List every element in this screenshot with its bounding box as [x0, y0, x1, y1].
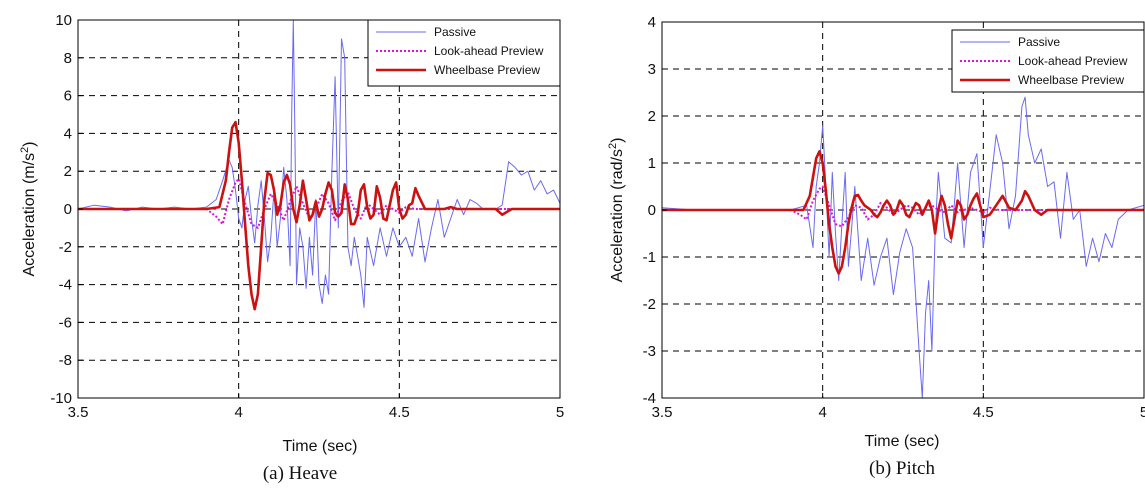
pitch-y-tick-label: 4: [648, 14, 656, 31]
heave-plot-frame: [77, 19, 561, 399]
heave-y-tick-label: -6: [59, 314, 72, 331]
heave-tick-labels: 3.5 4 4.5 5 -10 -8 -6 -4 -2 0 2 4 6 8 10: [50, 12, 564, 421]
pitch-chart-panel: 3.5 4 4.5 5 -4 -3 -2 -1 0 1 2 3 4 Time (sec) Acceler…: [607, 14, 1145, 479]
pitch-y-tick-label: 2: [648, 108, 656, 125]
pitch-y-tick-label: 1: [648, 155, 656, 172]
heave-series-passive: [78, 20, 560, 308]
pitch-y-tick-label: -4: [643, 390, 656, 407]
heave-y-tick-label: -2: [59, 239, 72, 256]
pitch-legend-label-passive: Passive: [1018, 35, 1060, 49]
heave-legend: Passive Look-ahead Preview Wheelbase Previ…: [367, 19, 561, 87]
pitch-y-tick-label: -3: [643, 343, 656, 360]
heave-y-tick-label: 6: [64, 88, 72, 105]
pitch-x-axis-label: Time (sec): [865, 433, 940, 450]
heave-legend-box: [367, 19, 561, 87]
pitch-x-tick-label: 3.5: [652, 404, 673, 421]
heave-y-tick-label: 4: [64, 125, 72, 142]
heave-legend-label-wheelbase-preview: Wheelbase Preview: [434, 63, 540, 77]
heave-grid: [78, 20, 560, 398]
heave-y-tick-label: 0: [64, 201, 72, 218]
heave-y-tick-label: 8: [64, 50, 72, 67]
pitch-tick-labels: 3.5 4 4.5 5 -4 -3 -2 -1 0 1 2 3 4: [643, 14, 1145, 421]
heave-y-axis-label: Acceleration (m/s2): [19, 141, 38, 276]
pitch-x-tick-label: 5: [1140, 404, 1145, 421]
pitch-y-axis-label: Acceleration (rad/s2): [607, 138, 626, 283]
heave-caption: (a) Heave: [263, 463, 337, 484]
pitch-y-tick-label: -2: [643, 296, 656, 313]
heave-y-tick-label: 2: [64, 163, 72, 180]
pitch-x-tick-label: 4: [818, 404, 826, 421]
heave-y-tick-label: -10: [50, 390, 72, 407]
heave-y-tick-label: -4: [59, 277, 72, 294]
heave-x-tick-label: 5: [556, 404, 564, 421]
heave-x-tick-label: 4: [234, 404, 242, 421]
pitch-plot-frame: [661, 21, 1145, 399]
pitch-y-tick-label: -1: [643, 249, 656, 266]
pitch-x-tick-label: 4.5: [973, 404, 994, 421]
pitch-legend-label-look-ahead-preview: Look-ahead Preview: [1018, 54, 1128, 68]
heave-x-tick-label: 4.5: [389, 404, 410, 421]
heave-series-wheelbase-preview: [78, 120, 560, 311]
pitch-series-passive: [662, 96, 1144, 398]
pitch-series-layer: [662, 96, 1144, 398]
heave-legend-label-passive: Passive: [434, 25, 476, 39]
heave-y-tick-label: 10: [55, 12, 72, 29]
pitch-y-tick-label: 0: [648, 202, 656, 219]
heave-chart-panel: 3.5 4 4.5 5 -10 -8 -6 -4 -2 0 2 4 6 8 10 Time (sec) Ac…: [19, 12, 564, 484]
heave-legend-label-look-ahead-preview: Look-ahead Preview: [434, 44, 544, 58]
pitch-y-tick-label: 3: [648, 61, 656, 78]
heave-y-tick-label: -8: [59, 352, 72, 369]
heave-x-tick-label: 3.5: [68, 404, 89, 421]
pitch-series-wheelbase-preview: [662, 150, 1144, 275]
pitch-caption: (b) Pitch: [869, 458, 935, 479]
heave-series-layer: [78, 20, 560, 311]
pitch-series-look-ahead-preview: [662, 185, 1144, 228]
heave-x-axis-label: Time (sec): [283, 438, 358, 455]
pitch-legend: Passive Look-ahead Preview Wheelbase Previ…: [951, 29, 1145, 93]
pitch-legend-label-wheelbase-preview: Wheelbase Preview: [1018, 73, 1124, 87]
